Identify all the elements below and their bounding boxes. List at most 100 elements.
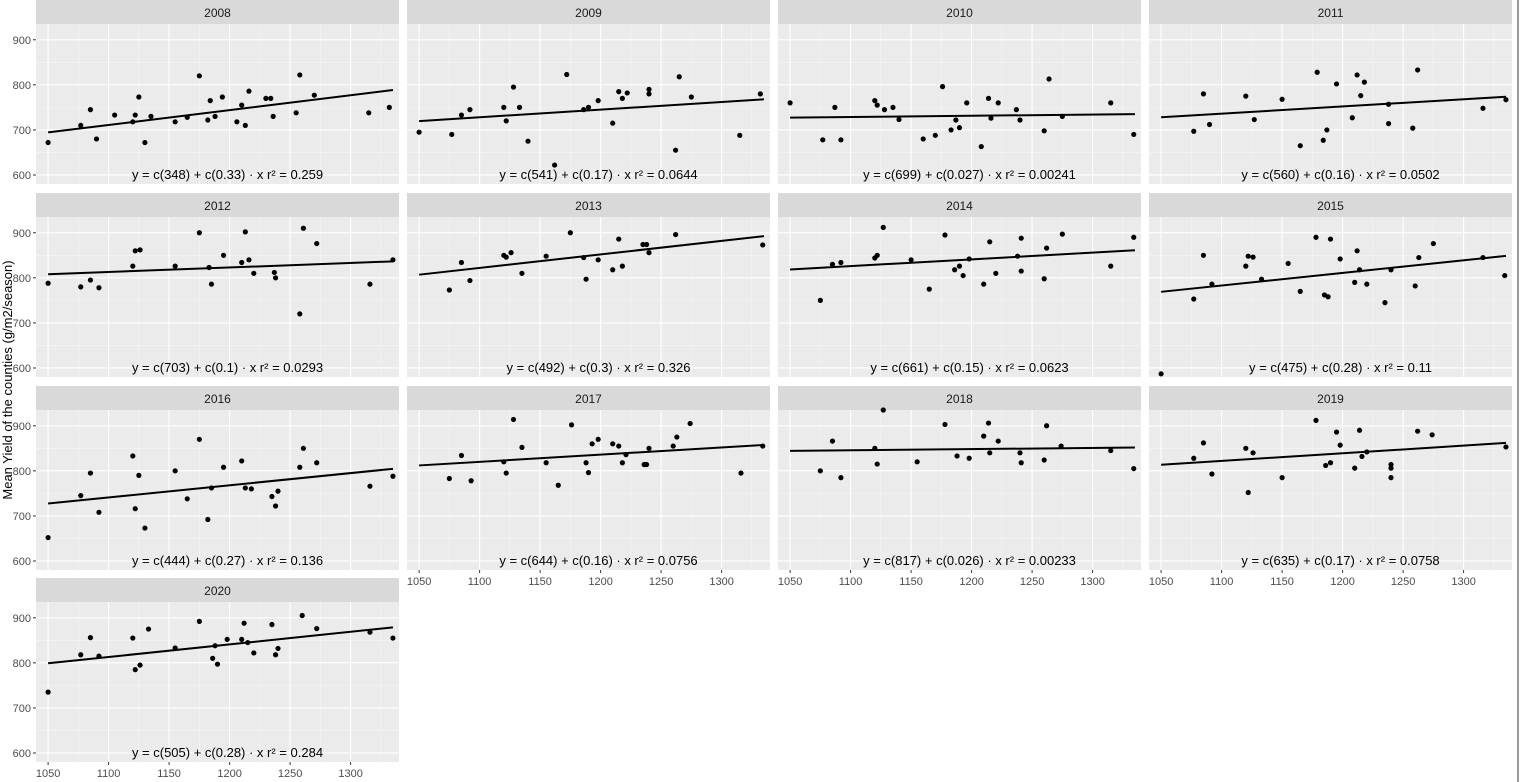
data-point [516, 104, 523, 110]
data-point [956, 125, 963, 131]
data-point [1046, 76, 1052, 82]
data-point [270, 113, 276, 119]
data-point [610, 441, 616, 447]
data-point [616, 443, 622, 449]
regression-equation: y = c(541) + c(0.17) · x r² = 0.0644 [499, 167, 697, 182]
data-point [646, 250, 652, 256]
data-point [646, 445, 652, 451]
data-point [1382, 300, 1388, 306]
data-point [78, 122, 84, 129]
data-point [595, 98, 601, 104]
data-point [567, 230, 573, 236]
data-point [1108, 447, 1114, 454]
data-point [939, 84, 946, 90]
x-tick-label: 1250 [1391, 576, 1415, 588]
data-point [954, 453, 960, 459]
facet-label: 2008 [204, 6, 231, 20]
data-point [263, 95, 269, 101]
data-point [610, 267, 616, 273]
data-point [390, 635, 396, 641]
data-point [616, 236, 622, 242]
y-tick-label: 800 [13, 80, 31, 92]
facet-strip [407, 193, 770, 217]
data-point [1313, 417, 1319, 423]
data-point [132, 667, 138, 673]
data-point [269, 621, 275, 628]
x-tick-label: 1100 [468, 576, 492, 588]
data-point [616, 89, 622, 95]
data-point [45, 280, 51, 286]
y-tick-label: 800 [13, 273, 31, 285]
data-point [838, 137, 844, 143]
data-point [1320, 137, 1326, 143]
data-point [760, 242, 766, 248]
data-point [1354, 248, 1360, 254]
data-point [239, 636, 245, 643]
data-point [239, 259, 245, 266]
data-point [1243, 93, 1249, 99]
data-point [757, 91, 763, 97]
regression-line [1161, 95, 1507, 119]
data-point [1200, 91, 1207, 97]
x-tick-label: 1250 [649, 576, 673, 588]
data-point [130, 635, 136, 641]
data-point [78, 652, 84, 658]
data-point [467, 107, 473, 113]
x-tick-label: 1150 [899, 576, 923, 588]
data-point [275, 645, 281, 652]
x-tick-label: 1100 [1210, 576, 1234, 588]
data-point [673, 231, 679, 238]
data-point [241, 620, 247, 626]
regression-equation: y = c(560) + c(0.16) · x r² = 0.0502 [1241, 167, 1439, 182]
x-tick-label: 1200 [1330, 576, 1354, 588]
data-point [1245, 253, 1251, 259]
regression-line [47, 626, 394, 665]
data-point [1131, 131, 1137, 138]
y-tick-label: 700 [13, 703, 31, 715]
data-point [1325, 294, 1331, 300]
data-point [687, 420, 693, 427]
data-point [585, 470, 592, 476]
data-point [995, 100, 1001, 106]
y-tick-label: 700 [13, 125, 31, 137]
data-point [1323, 462, 1329, 469]
data-point [210, 655, 216, 661]
data-point [1352, 279, 1358, 285]
data-point [1415, 428, 1421, 434]
data-point [148, 113, 154, 119]
data-point [952, 267, 958, 273]
data-point [205, 516, 211, 523]
data-point [589, 441, 595, 447]
data-point [610, 120, 616, 126]
regression-equation: y = c(703) + c(0.1) · x r² = 0.0293 [132, 360, 323, 375]
data-point [251, 650, 257, 656]
data-point [367, 629, 373, 635]
data-point [564, 71, 570, 78]
data-point [390, 473, 396, 479]
data-point [45, 689, 51, 695]
data-point [1108, 263, 1114, 269]
data-point [242, 229, 248, 235]
data-point [136, 94, 142, 100]
data-point [1191, 128, 1197, 134]
data-point [1059, 231, 1065, 237]
panel-background [36, 410, 399, 570]
data-point [874, 102, 880, 108]
data-point [137, 662, 143, 668]
data-point [953, 117, 959, 123]
data-point [987, 450, 993, 456]
data-point [874, 461, 880, 467]
data-point [501, 104, 507, 110]
x-tick-label: 1050 [1149, 576, 1173, 588]
facet-label: 2010 [946, 6, 973, 20]
data-point [646, 91, 652, 97]
data-point [78, 493, 84, 499]
data-point [1503, 97, 1509, 103]
data-point [643, 241, 650, 248]
data-point [1018, 268, 1024, 274]
data-point [87, 277, 94, 283]
facet-label: 2020 [204, 584, 231, 598]
data-point [1364, 281, 1370, 287]
data-point [458, 452, 465, 459]
data-point [1200, 440, 1207, 446]
